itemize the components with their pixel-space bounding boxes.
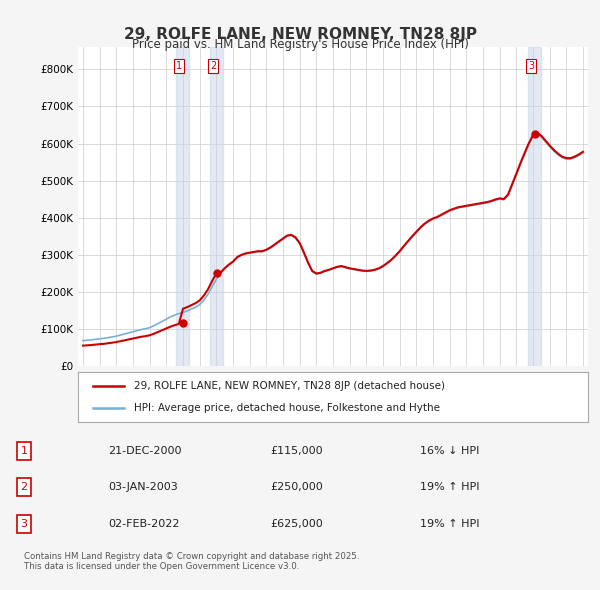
Text: 21-DEC-2000: 21-DEC-2000: [108, 446, 182, 455]
Text: Contains HM Land Registry data © Crown copyright and database right 2025.
This d: Contains HM Land Registry data © Crown c…: [24, 552, 359, 571]
Text: 1: 1: [20, 446, 28, 455]
Text: HPI: Average price, detached house, Folkestone and Hythe: HPI: Average price, detached house, Folk…: [134, 403, 440, 413]
Bar: [528, 47, 541, 366]
Text: 19% ↑ HPI: 19% ↑ HPI: [420, 519, 479, 529]
Text: Price paid vs. HM Land Registry's House Price Index (HPI): Price paid vs. HM Land Registry's House …: [131, 38, 469, 51]
Text: 29, ROLFE LANE, NEW ROMNEY, TN28 8JP (detached house): 29, ROLFE LANE, NEW ROMNEY, TN28 8JP (de…: [134, 381, 445, 391]
Text: 3: 3: [528, 61, 534, 71]
Text: £250,000: £250,000: [270, 483, 323, 492]
Text: 3: 3: [20, 519, 28, 529]
Text: 1: 1: [176, 61, 182, 71]
Bar: [210, 47, 223, 366]
Text: 2: 2: [20, 483, 28, 492]
Text: 2: 2: [210, 61, 216, 71]
Text: £115,000: £115,000: [270, 446, 323, 455]
Text: 03-JAN-2003: 03-JAN-2003: [108, 483, 178, 492]
Text: 29, ROLFE LANE, NEW ROMNEY, TN28 8JP: 29, ROLFE LANE, NEW ROMNEY, TN28 8JP: [124, 27, 476, 41]
Text: 16% ↓ HPI: 16% ↓ HPI: [420, 446, 479, 455]
Text: 19% ↑ HPI: 19% ↑ HPI: [420, 483, 479, 492]
Text: 02-FEB-2022: 02-FEB-2022: [108, 519, 179, 529]
Text: £625,000: £625,000: [270, 519, 323, 529]
Bar: [176, 47, 189, 366]
